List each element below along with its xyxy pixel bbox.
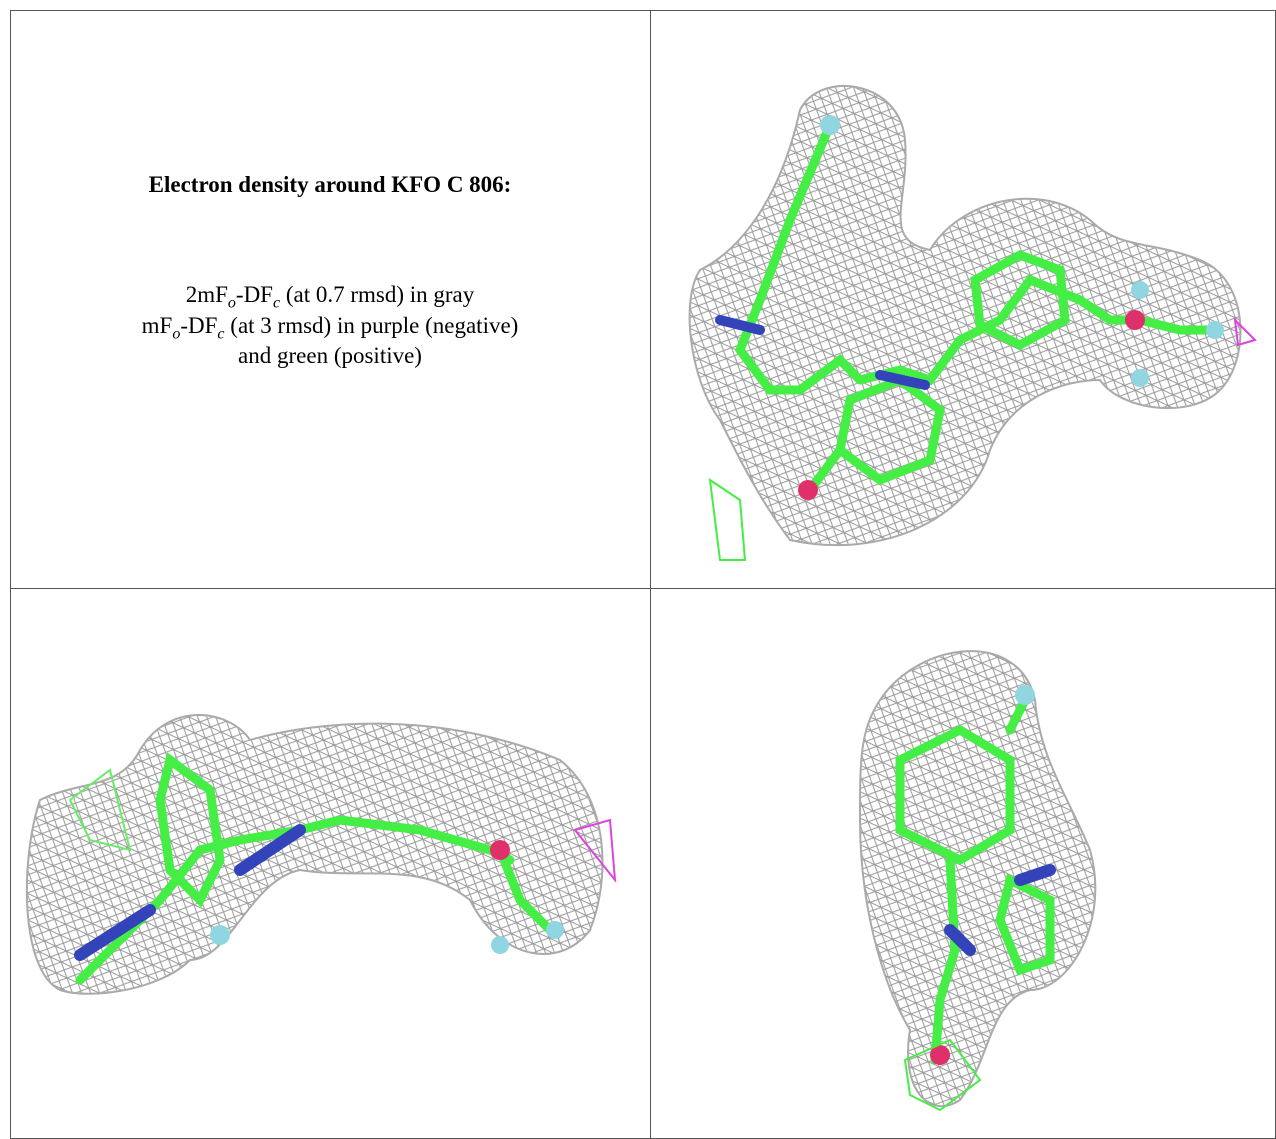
density-view-3 <box>858 650 1097 1112</box>
text-part: o <box>172 325 181 343</box>
text-part: -DF <box>235 282 273 307</box>
density-view-2 <box>25 714 617 995</box>
legend-line: mFo-DFc (at 3 rmsd) in purple (negative) <box>10 313 650 344</box>
legend-line: and green (positive) <box>238 343 422 368</box>
density-view-1 <box>688 85 1257 561</box>
legend-line: 2mFo-DFc (at 0.7 rmsd) in gray <box>10 282 650 313</box>
text-part: c <box>217 325 225 343</box>
text-part: o <box>227 294 236 312</box>
text-part: (at 3 rmsd) in purple (negative) <box>224 313 519 338</box>
text-part: c <box>272 294 281 312</box>
text-part: mF <box>141 313 173 338</box>
text-part: (at 0.7 rmsd) in gray <box>280 282 475 307</box>
text-part: -DF <box>180 313 218 338</box>
figure-title: Electron density around KFO C 806: <box>148 172 512 197</box>
text-part: 2mF <box>185 282 228 307</box>
